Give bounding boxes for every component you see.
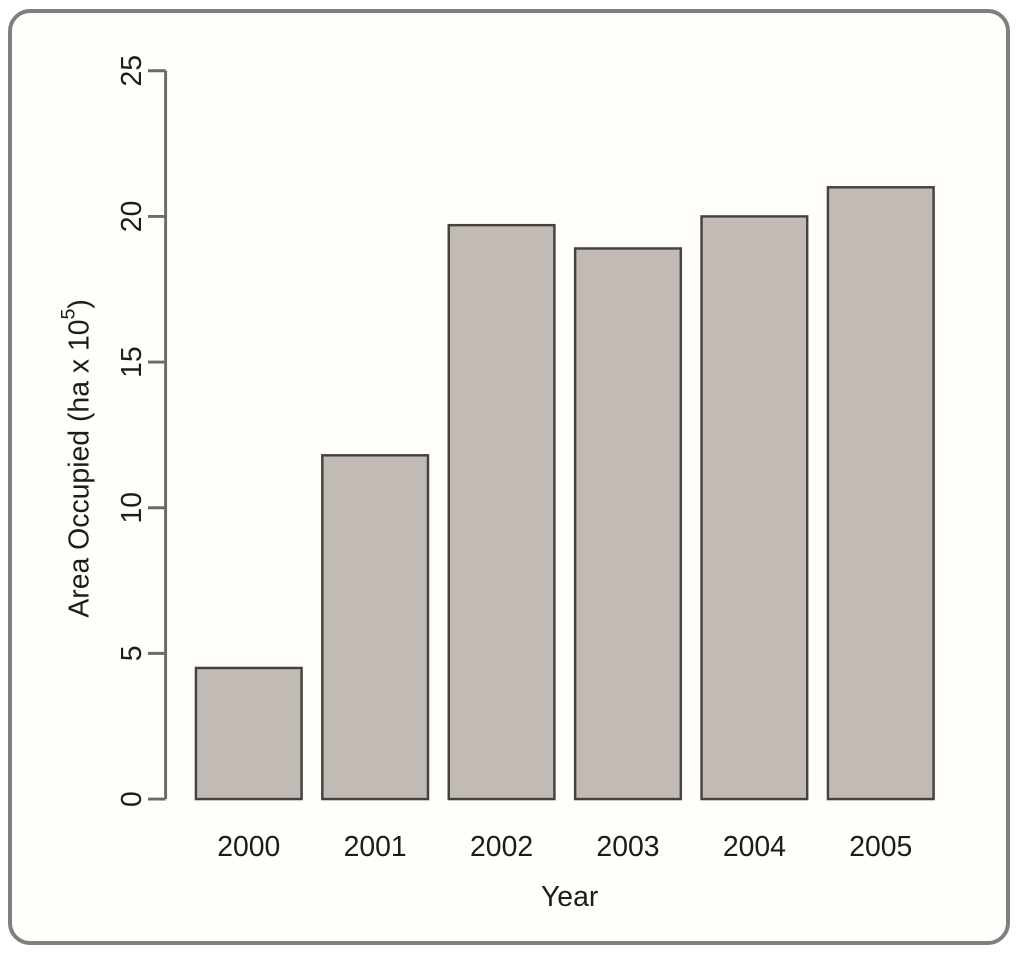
bar-2001 (321, 454, 430, 801)
x-axis-title: Year (541, 881, 598, 913)
x-tick-label: 2003 (596, 831, 659, 863)
y-tick-label: 10 (116, 492, 148, 524)
x-tick-label: 2005 (849, 831, 912, 863)
y-axis-title: Area Occupied (ha x 105) (58, 299, 95, 618)
y-tick-label: 5 (116, 646, 148, 662)
y-tick-label: 20 (116, 201, 148, 233)
y-tick-label: 0 (116, 791, 148, 807)
x-tick-label: 2004 (723, 831, 786, 863)
x-tick-label: 2000 (217, 831, 280, 863)
y-tick-label: 25 (116, 55, 148, 87)
chart-frame: 0 5 10 15 20 25 Area Occupied (ha x 105) 2000 20… (8, 9, 1010, 945)
y-tick-label: 15 (116, 346, 148, 378)
bar-chart: 0 5 10 15 20 25 Area Occupied (ha x 105) 2000 20… (58, 55, 935, 913)
bar-2003 (573, 247, 683, 801)
x-tick-label: 2001 (344, 831, 407, 863)
bar-2002 (447, 223, 556, 801)
x-tick-label: 2002 (470, 831, 533, 863)
bar-2004 (700, 215, 809, 801)
bar-2005 (826, 186, 935, 801)
bar-2000 (194, 666, 303, 801)
